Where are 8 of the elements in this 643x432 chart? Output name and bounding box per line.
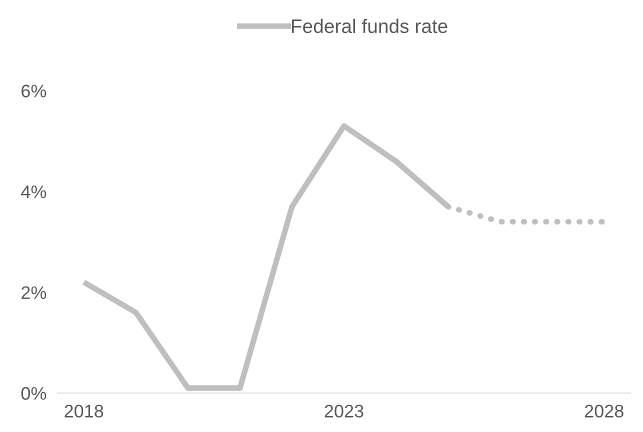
y-tick-label: 6%: [22, 84, 46, 98]
y-tick-label: 2%: [22, 286, 46, 299]
y-tick-label: 0%: [21, 387, 46, 400]
x-tick-label: 2028: [584, 404, 624, 418]
x-tick-label: 2018: [64, 404, 104, 418]
x-tick-label: 2023: [324, 404, 364, 418]
legend-label: Federal funds rate: [292, 18, 448, 34]
y-tick-label: 4%: [21, 186, 46, 198]
